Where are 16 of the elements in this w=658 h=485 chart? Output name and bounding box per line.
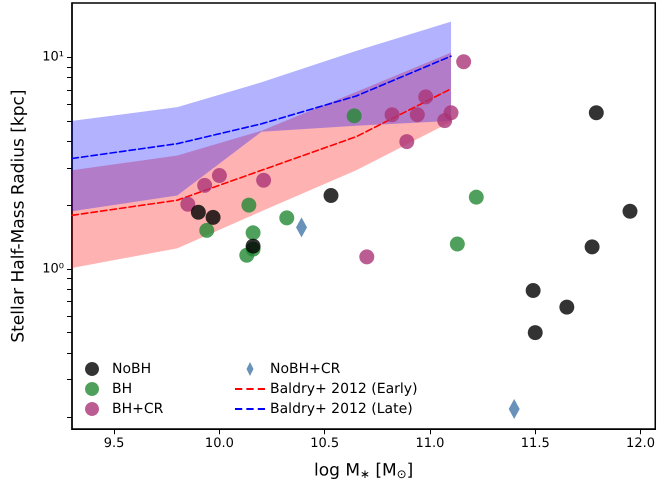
legend-label: Baldry+ 2012 (Early): [270, 381, 418, 397]
legend-label: NoBH: [112, 361, 152, 377]
y-axis-title: Stellar Half-Mass Radius [kpc]: [8, 90, 28, 343]
x-tick-label: 11.0: [415, 436, 444, 452]
x-tick-label: 9.5: [104, 436, 124, 452]
legend-label: Baldry+ 2012 (Late): [270, 401, 413, 417]
legend-label: BH: [112, 381, 132, 397]
legend-label: NoBH+CR: [270, 361, 341, 377]
x-tick-label: 12.0: [626, 436, 656, 452]
x-tick-label: 11.5: [520, 436, 550, 452]
y-tick-label: 10¹: [42, 50, 64, 65]
legend-label: BH+CR: [112, 401, 164, 417]
y-tick-label: 10⁰: [42, 261, 64, 276]
x-axis-title: log M∗ [M⊙]: [314, 460, 414, 481]
x-tick-label: 10.0: [204, 436, 234, 452]
x-tick-label: 10.5: [310, 436, 340, 452]
